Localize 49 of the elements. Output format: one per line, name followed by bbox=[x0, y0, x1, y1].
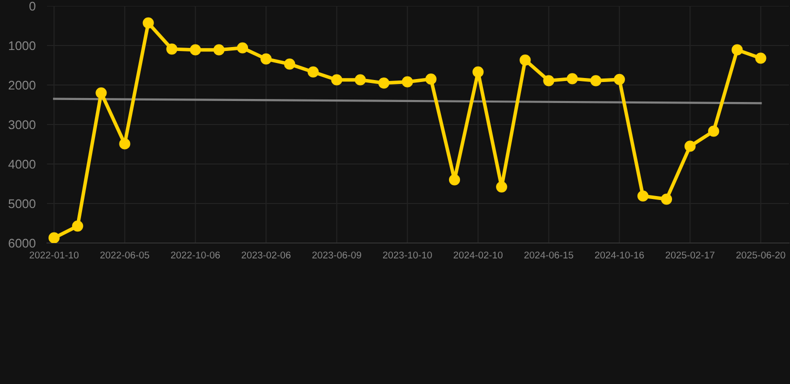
point bbox=[72, 220, 84, 232]
point bbox=[166, 44, 178, 55]
point bbox=[614, 74, 625, 86]
point bbox=[402, 76, 413, 88]
point bbox=[236, 42, 248, 54]
x-tick-label: 2024-06-15 bbox=[524, 252, 574, 258]
y-tick-label: 0 bbox=[29, 2, 36, 11]
y-tick-label: 5000 bbox=[8, 199, 36, 208]
y-tick-label: 3000 bbox=[8, 120, 36, 130]
point bbox=[142, 17, 154, 29]
x-tick-label: 2022-06-05 bbox=[100, 252, 150, 258]
point bbox=[354, 74, 366, 86]
point bbox=[496, 181, 508, 192]
point bbox=[48, 232, 60, 243]
point bbox=[543, 75, 554, 86]
point bbox=[637, 190, 649, 202]
point bbox=[708, 126, 720, 137]
x-tick-label: 2023-10-10 bbox=[383, 252, 432, 258]
y-tick-label: 2000 bbox=[8, 80, 36, 90]
point bbox=[660, 194, 672, 205]
point bbox=[96, 87, 107, 98]
x-tick-label: 2025-06-20 bbox=[736, 252, 786, 258]
point bbox=[590, 75, 602, 86]
point bbox=[448, 174, 460, 186]
point bbox=[213, 44, 225, 56]
y-tick-label: 4000 bbox=[8, 160, 36, 169]
point bbox=[520, 54, 531, 66]
point bbox=[378, 77, 390, 89]
y-tick-label: 6000 bbox=[8, 238, 36, 248]
x-tick-label: 2025-02-17 bbox=[666, 252, 714, 258]
x-tick-label: 2024-02-10 bbox=[454, 252, 503, 258]
x-tick-label: 2024-10-16 bbox=[595, 252, 644, 258]
point bbox=[684, 140, 696, 152]
point bbox=[425, 74, 437, 85]
x-tick-label: 2023-06-09 bbox=[312, 252, 362, 258]
y-tick-label: 1000 bbox=[9, 41, 36, 50]
point bbox=[190, 44, 201, 56]
point bbox=[755, 52, 766, 64]
point bbox=[308, 66, 319, 78]
point bbox=[260, 53, 272, 64]
point bbox=[284, 58, 296, 70]
point bbox=[472, 66, 484, 78]
point bbox=[331, 74, 342, 86]
point bbox=[732, 44, 743, 56]
x-tick-label: 2022-10-06 bbox=[171, 252, 220, 258]
x-tick-label: 2023-02-06 bbox=[242, 252, 291, 258]
x-tick-label: 2022-01-10 bbox=[30, 252, 79, 258]
point bbox=[119, 138, 130, 150]
point bbox=[566, 73, 578, 84]
